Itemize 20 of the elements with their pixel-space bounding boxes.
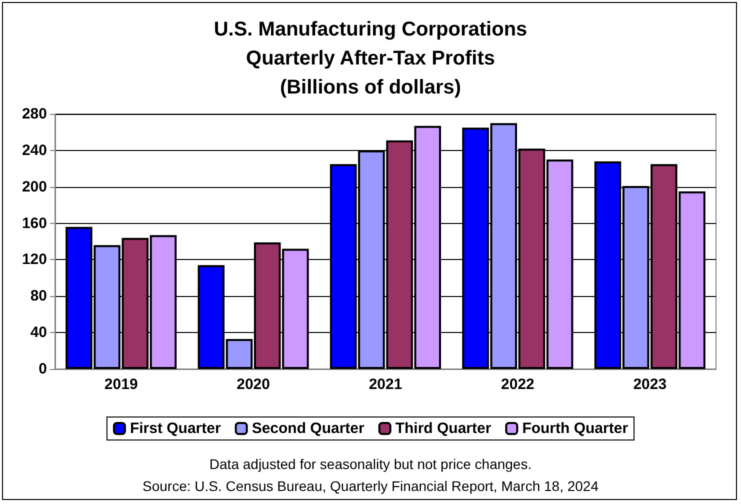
x-tick-label: 2022 bbox=[501, 376, 534, 393]
source-note: Source: U.S. Census Bureau, Quarterly Financial Report, March 18, 2024 bbox=[142, 478, 599, 494]
x-tick-label: 2021 bbox=[368, 376, 402, 393]
y-tick-label: 240 bbox=[22, 142, 47, 159]
y-tick-label: 120 bbox=[22, 251, 47, 268]
y-tick-label: 80 bbox=[30, 288, 47, 305]
y-tick-label: 160 bbox=[22, 214, 47, 232]
legend-label: Second Quarter bbox=[252, 420, 365, 437]
legend-label: Fourth Quarter bbox=[522, 420, 628, 437]
x-tick-label: 2019 bbox=[104, 376, 138, 393]
y-tick-label: 280 bbox=[22, 106, 47, 122]
legend-label: Third Quarter bbox=[395, 420, 492, 437]
x-tick-label: 2020 bbox=[236, 376, 270, 393]
text: Data adjusted for seasonality but not price changes. bbox=[209, 456, 532, 472]
y-tick-label: 40 bbox=[30, 324, 47, 342]
legend-label: First Quarter bbox=[130, 420, 221, 437]
chart-title: U.S. Manufacturing Corporations Quarterly After-Tax Profits (Billions of dollars) bbox=[214, 18, 528, 98]
y-tick-label: 0 bbox=[38, 360, 47, 378]
x-tick-label: 2023 bbox=[633, 376, 667, 393]
y-tick-label: 200 bbox=[22, 178, 47, 196]
